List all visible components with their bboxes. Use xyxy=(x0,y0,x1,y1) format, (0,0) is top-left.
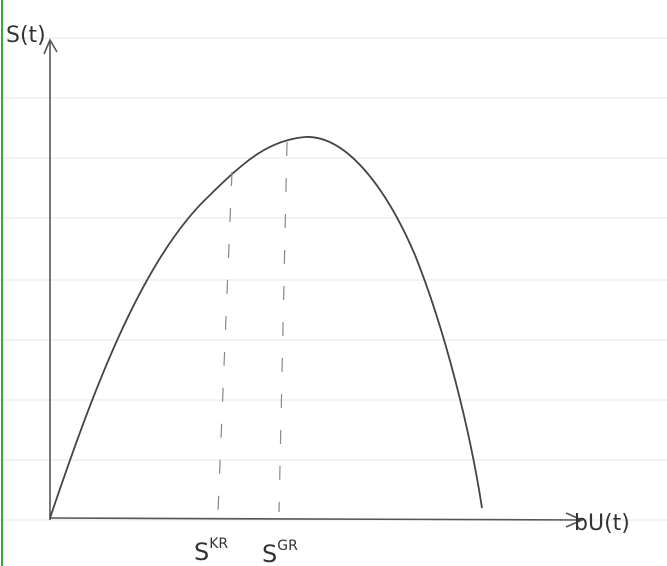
page: S(t) bU(t) SKR SGR (() => { const data =… xyxy=(0,0,667,566)
label-part: GR xyxy=(277,538,298,554)
y-axis-label: S(t) xyxy=(6,23,46,48)
label-part: S xyxy=(262,540,277,566)
label-part: S xyxy=(194,538,209,566)
paper xyxy=(0,0,667,566)
label-part: KR xyxy=(209,536,228,552)
sketch: S(t) bU(t) SKR SGR xyxy=(0,0,667,566)
x-axis-label: bU(t) xyxy=(574,511,630,536)
